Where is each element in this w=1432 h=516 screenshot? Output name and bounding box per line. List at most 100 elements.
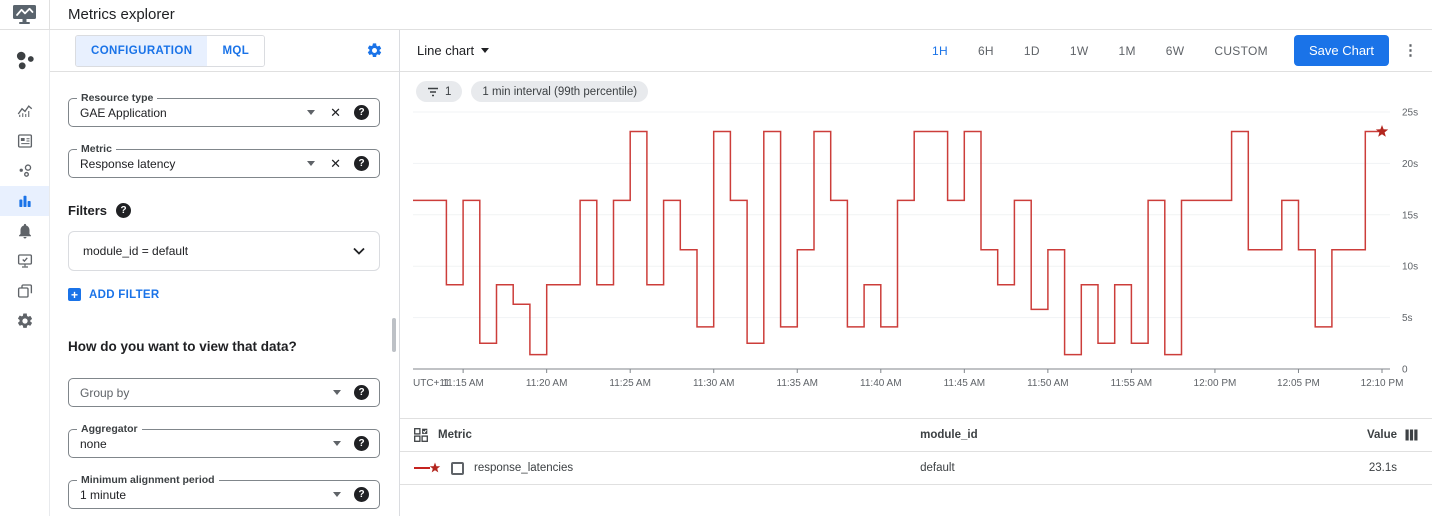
services-icon (19, 164, 31, 177)
help-icon[interactable]: ? (354, 436, 369, 451)
aggregator-field[interactable]: Aggregator none ? (68, 423, 380, 458)
nav-rail (0, 30, 50, 516)
groups-icon (17, 284, 32, 298)
latency-value: 23.1s (1368, 462, 1397, 474)
sidebar-item-groups[interactable] (0, 276, 49, 306)
col-module-id: module_id (920, 429, 978, 441)
sidebar-item-dashboards[interactable] (0, 126, 49, 156)
min-alignment-field[interactable]: Minimum alignment period 1 minute ? (68, 474, 380, 509)
add-filter-button[interactable]: + ADD FILTER (68, 288, 160, 301)
time-range-1d[interactable]: 1D (1023, 43, 1040, 58)
chips-row: 1 1 min interval (99th percentile) (400, 72, 1432, 102)
chart-type-dropdown[interactable]: Line chart (417, 43, 490, 58)
svg-text:11:25 AM: 11:25 AM (609, 378, 651, 389)
clear-icon[interactable]: ✕ (330, 156, 341, 171)
filters-title: Filters (68, 203, 108, 218)
sidebar-item-overview[interactable] (0, 40, 49, 82)
svg-text:0: 0 (1402, 365, 1408, 376)
min-alignment-label: Minimum alignment period (77, 474, 219, 486)
filters-header: Filters ? (68, 203, 380, 218)
time-range-custom[interactable]: CUSTOM (1214, 43, 1268, 58)
help-icon[interactable]: ? (354, 487, 369, 502)
config-panel: CONFIGURATION MQL Resource type GAE Appl… (50, 30, 400, 516)
aggregator-label: Aggregator (77, 423, 142, 435)
dropdown-arrow-icon[interactable] (307, 161, 316, 166)
dashboard-icon (17, 134, 32, 148)
series-legend-icon (414, 462, 441, 473)
dots-cluster-icon (16, 51, 34, 70)
filter-count-chip[interactable]: 1 (416, 81, 463, 102)
config-form: Resource type GAE Application ✕ ? Metric… (50, 72, 399, 516)
chart-type-label: Line chart (417, 43, 475, 58)
select-all-icon[interactable] (414, 428, 428, 442)
sidebar-item-metrics-explorer[interactable] (0, 186, 49, 216)
table-row[interactable]: response_latencies default 23.1s (400, 452, 1432, 485)
add-filter-label: ADD FILTER (89, 288, 160, 301)
metric-field[interactable]: Metric Response latency ✕ ? (68, 143, 380, 178)
sidebar-item-uptime-checks[interactable] (0, 246, 49, 276)
metric-value: Response latency (80, 156, 176, 171)
metrics-table: Metric module_id Value (400, 418, 1432, 485)
resource-type-label: Resource type (77, 92, 158, 104)
time-range-1m[interactable]: 1M (1118, 43, 1136, 58)
sidebar-item-alerting[interactable] (0, 216, 49, 246)
view-columns-icon[interactable] (1405, 429, 1418, 441)
svg-text:25s: 25s (1402, 108, 1418, 119)
svg-text:11:50 AM: 11:50 AM (1027, 378, 1069, 389)
time-range-1h[interactable]: 1H (932, 43, 948, 58)
svg-text:11:35 AM: 11:35 AM (777, 378, 819, 389)
tab-configuration[interactable]: CONFIGURATION (76, 35, 208, 66)
chevron-down-icon[interactable] (353, 247, 365, 255)
chart-line-icon (17, 105, 32, 117)
svg-text:11:30 AM: 11:30 AM (693, 378, 735, 389)
time-range-6h[interactable]: 6H (977, 43, 994, 58)
editor-mode-tabs: CONFIGURATION MQL (50, 30, 399, 72)
time-range-group: 1H 6H 1D 1W 1M 6W CUSTOM (932, 44, 1268, 58)
save-chart-button[interactable]: Save Chart (1293, 35, 1389, 66)
dropdown-arrow-icon[interactable] (333, 441, 341, 446)
aggregator-value: none (80, 436, 107, 451)
svg-text:UTC+11: UTC+11 (413, 378, 450, 389)
sidebar-item-metrics[interactable] (0, 96, 49, 126)
group-by-field[interactable]: Group by ? (68, 378, 380, 407)
help-icon[interactable]: ? (116, 203, 132, 218)
dropdown-arrow-icon[interactable] (307, 110, 316, 115)
table-header-row: Metric module_id Value (400, 418, 1432, 452)
svg-text:11:45 AM: 11:45 AM (944, 378, 986, 389)
time-range-6w[interactable]: 6W (1165, 43, 1185, 58)
chart-settings-button[interactable] (366, 42, 383, 59)
help-icon[interactable]: ? (354, 385, 369, 400)
svg-text:10s: 10s (1402, 262, 1418, 273)
topbar: Metrics explorer (0, 0, 1432, 30)
svg-text:11:15 AM: 11:15 AM (442, 378, 484, 389)
dropdown-arrow-icon[interactable] (333, 390, 341, 395)
resource-type-field[interactable]: Resource type GAE Application ✕ ? (68, 92, 380, 127)
svg-text:15s: 15s (1402, 210, 1418, 221)
dropdown-arrow-icon[interactable] (333, 492, 341, 497)
filter-chip-card[interactable]: module_id = default (68, 231, 380, 271)
row-checkbox[interactable] (451, 461, 464, 475)
interval-chip[interactable]: 1 min interval (99th percentile) (471, 81, 649, 102)
chevron-down-icon (481, 48, 490, 53)
filter-list-icon (428, 87, 438, 96)
sidebar-item-settings[interactable] (0, 306, 49, 336)
sidebar-item-services[interactable] (0, 156, 49, 186)
monitoring-logo[interactable] (0, 0, 50, 30)
clear-icon[interactable]: ✕ (330, 105, 341, 120)
help-icon[interactable]: ? (354, 105, 369, 120)
svg-text:12:00 PM: 12:00 PM (1194, 378, 1237, 389)
help-icon[interactable]: ? (354, 156, 369, 171)
line-chart-svg: 0 5s 10s 15s 20s 25s 11:15 AM 11:20 AM 11:25 AM 1… (413, 108, 1418, 389)
page-title: Metrics explorer (68, 6, 175, 23)
tab-mql[interactable]: MQL (207, 35, 265, 66)
chart-toolbar: Line chart 1H 6H 1D 1W 1M 6W CUSTOM Save Chart… (400, 30, 1432, 72)
group-by-placeholder: Group by (80, 385, 130, 400)
time-range-1w[interactable]: 1W (1069, 43, 1089, 58)
line-chart[interactable]: 0 5s 10s 15s 20s 25s 11:15 AM 11:20 AM 11:25 AM 1… (400, 102, 1432, 397)
scrollbar-thumb[interactable] (392, 318, 396, 352)
more-options-button[interactable]: ⋮ (1403, 42, 1418, 59)
filter-expression: module_id = default (83, 244, 189, 258)
metric-label: Metric (77, 143, 116, 155)
svg-text:12:10 PM: 12:10 PM (1361, 378, 1404, 389)
